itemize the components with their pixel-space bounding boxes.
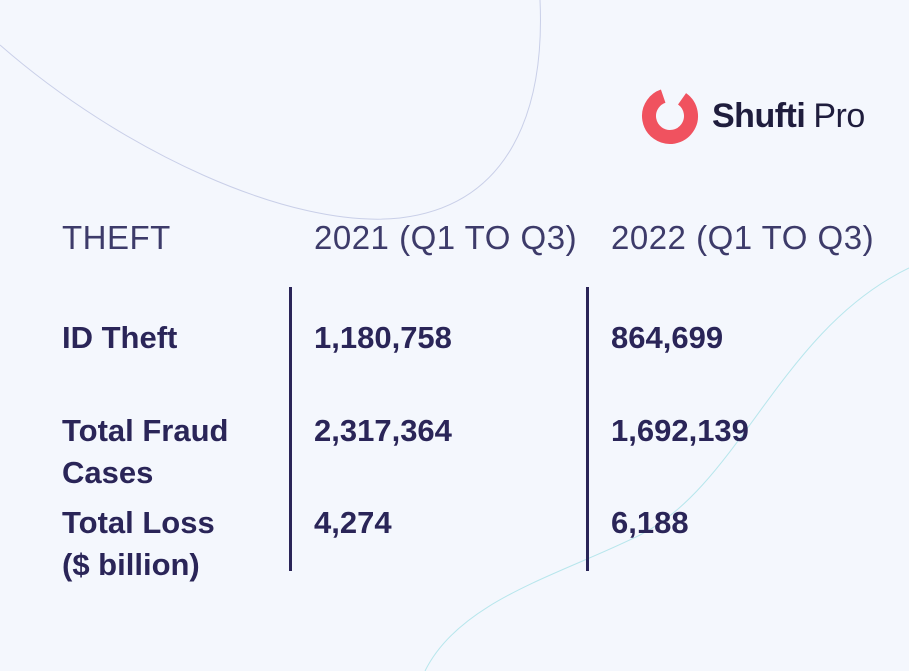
- column-header-theft: THEFT: [62, 219, 171, 256]
- row-label-line: ($ billion): [62, 547, 200, 582]
- column-header-2022: 2022 (Q1 TO Q3): [611, 219, 875, 256]
- row-label-total-loss: Total Loss ($ billion): [62, 502, 215, 586]
- row-label-line: Total Loss: [62, 505, 215, 540]
- cell-total-loss-2022: 6,188: [611, 505, 689, 540]
- row-label-line: Cases: [62, 455, 154, 490]
- row-label-total-fraud-cases: Total Fraud Cases: [62, 410, 228, 494]
- row-label-line: ID Theft: [62, 320, 178, 355]
- column-divider-2: [586, 287, 589, 571]
- cell-total-loss-2021: 4,274: [314, 505, 392, 540]
- cell-total-fraud-2022: 1,692,139: [611, 413, 749, 448]
- cell-total-fraud-2021: 2,317,364: [314, 413, 452, 448]
- cell-id-theft-2021: 1,180,758: [314, 320, 452, 355]
- cell-id-theft-2022: 864,699: [611, 320, 724, 355]
- column-header-2021: 2021 (Q1 TO Q3): [314, 219, 578, 256]
- shufti-pro-logo-icon: [642, 88, 698, 144]
- background-curve-top: [0, 0, 541, 220]
- logo-wordmark-part1: Shufti: [712, 97, 806, 135]
- row-label-id-theft: ID Theft: [62, 317, 177, 359]
- shufti-pro-logo: Shufti Pro: [640, 84, 880, 148]
- logo-wordmark: Shufti Pro: [712, 96, 865, 136]
- row-label-line: Total Fraud: [62, 413, 229, 448]
- logo-wordmark-part2: Pro: [813, 97, 865, 135]
- background-curve-bottom: [424, 267, 909, 671]
- column-divider-1: [289, 287, 292, 571]
